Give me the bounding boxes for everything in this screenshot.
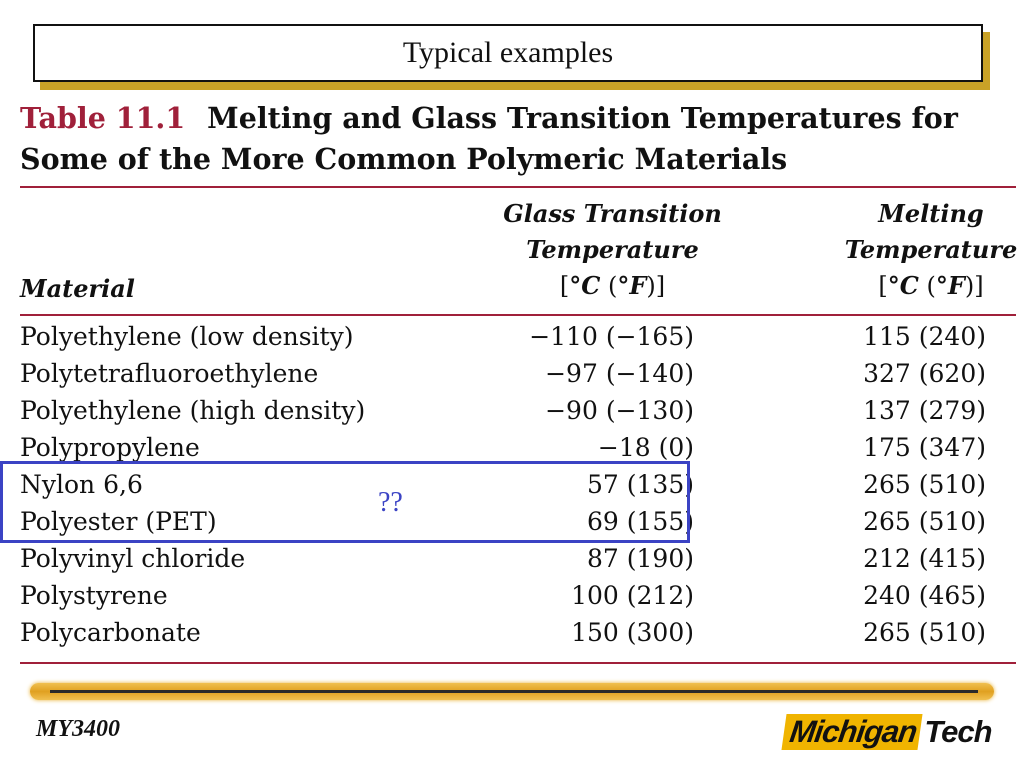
header-melt-unit: [°C (°F)] bbox=[878, 271, 984, 300]
material-cell: Polycarbonate bbox=[20, 618, 201, 647]
glass-transition-cell: 150 (300) bbox=[571, 618, 694, 647]
table-row: Polypropylene −18 (0) 175 (347) bbox=[0, 433, 1024, 470]
melting-cell: 265 (510) bbox=[863, 470, 986, 499]
material-cell: Polystyrene bbox=[20, 581, 168, 610]
material-cell: Polyester (PET) bbox=[20, 507, 217, 536]
unit-celsius: °C bbox=[569, 271, 601, 300]
table-row: Polyethylene (low density) −110 (−165) 1… bbox=[0, 322, 1024, 359]
header-melt-line2: Temperature bbox=[844, 235, 1018, 264]
question-marks-annotation: ?? bbox=[378, 487, 403, 518]
glass-transition-cell: −18 (0) bbox=[597, 433, 694, 462]
highlight-box bbox=[0, 461, 690, 543]
table-row: Polystyrene 100 (212) 240 (465) bbox=[0, 581, 1024, 618]
melting-cell: 327 (620) bbox=[863, 359, 986, 388]
glass-transition-cell: 57 (135) bbox=[587, 470, 694, 499]
melting-cell: 265 (510) bbox=[863, 618, 986, 647]
glass-transition-cell: −97 (−140) bbox=[545, 359, 694, 388]
table-caption-line1: Melting and Glass Transition Temperature… bbox=[207, 101, 958, 135]
michigan-tech-logo: Michigan Tech bbox=[781, 714, 993, 750]
header-glass-line1: Glass Transition bbox=[503, 199, 722, 228]
table-bottom-rule bbox=[20, 662, 1016, 664]
footer-divider-line bbox=[50, 690, 978, 693]
melting-cell: 115 (240) bbox=[863, 322, 986, 351]
table-row: Nylon 6,6 57 (135) 265 (510) bbox=[0, 470, 1024, 507]
logo-michigan: Michigan bbox=[781, 714, 923, 750]
glass-transition-cell: −90 (−130) bbox=[545, 396, 694, 425]
glass-transition-cell: 100 (212) bbox=[571, 581, 694, 610]
table-row: Polycarbonate 150 (300) 265 (510) bbox=[0, 618, 1024, 655]
unit-fahrenheit: °F bbox=[935, 271, 965, 300]
material-cell: Polyethylene (high density) bbox=[20, 396, 366, 425]
glass-transition-cell: 87 (190) bbox=[587, 544, 694, 573]
unit-fahrenheit: °F bbox=[617, 271, 647, 300]
header-glass-transition: Glass Transition Temperature [°C (°F)] bbox=[480, 196, 745, 304]
header-glass-line2: Temperature bbox=[526, 235, 699, 264]
slide-title: Typical examples bbox=[33, 24, 983, 82]
glass-transition-cell: 69 (155) bbox=[587, 507, 694, 536]
course-code: MY3400 bbox=[36, 716, 120, 742]
header-melting: Melting Temperature [°C (°F)] bbox=[836, 196, 1024, 304]
table-top-rule bbox=[20, 186, 1016, 188]
material-cell: Nylon 6,6 bbox=[20, 470, 143, 499]
table-header-rule bbox=[20, 314, 1016, 316]
table-caption-line2: Some of the More Common Polymeric Materi… bbox=[20, 142, 788, 176]
melting-cell: 212 (415) bbox=[863, 544, 986, 573]
material-cell: Polyvinyl chloride bbox=[20, 544, 246, 573]
unit-celsius: °C bbox=[887, 271, 919, 300]
table-row: Polyethylene (high density) −90 (−130) 1… bbox=[0, 396, 1024, 433]
header-material: Material bbox=[20, 274, 135, 303]
material-cell: Polytetrafluoroethylene bbox=[20, 359, 319, 388]
material-cell: Polypropylene bbox=[20, 433, 200, 462]
header-glass-unit: [°C (°F)] bbox=[559, 271, 666, 300]
table-row: Polytetrafluoroethylene −97 (−140) 327 (… bbox=[0, 359, 1024, 396]
header-melt-line1: Melting bbox=[878, 199, 984, 228]
melting-cell: 175 (347) bbox=[863, 433, 986, 462]
table-caption: Table 11.1 Melting and Glass Transition T… bbox=[20, 98, 1010, 180]
slide-title-text: Typical examples bbox=[402, 36, 614, 69]
table-row: Polyvinyl chloride 87 (190) 212 (415) bbox=[0, 544, 1024, 581]
table-row: Polyester (PET) 69 (155) 265 (510) bbox=[0, 507, 1024, 544]
melting-cell: 240 (465) bbox=[863, 581, 986, 610]
material-cell: Polyethylene (low density) bbox=[20, 322, 354, 351]
melting-cell: 265 (510) bbox=[863, 507, 986, 536]
table-number: Table 11.1 bbox=[20, 101, 186, 135]
logo-tech: Tech bbox=[924, 714, 992, 749]
melting-cell: 137 (279) bbox=[863, 396, 986, 425]
glass-transition-cell: −110 (−165) bbox=[529, 322, 694, 351]
